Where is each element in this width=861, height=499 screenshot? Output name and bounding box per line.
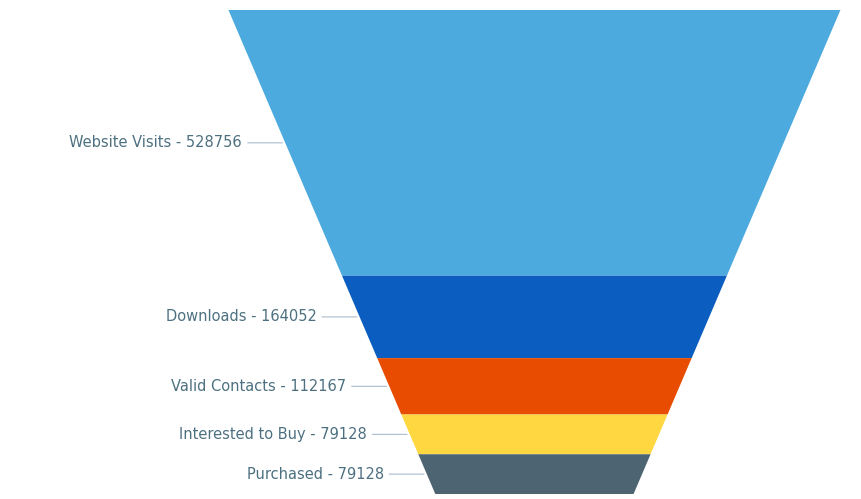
Polygon shape [401,415,666,454]
Text: Website Visits - 528756: Website Visits - 528756 [70,135,282,150]
Polygon shape [228,10,839,275]
Text: Downloads - 164052: Downloads - 164052 [165,309,356,324]
Polygon shape [418,454,650,494]
Polygon shape [342,275,726,358]
Text: Valid Contacts - 112167: Valid Contacts - 112167 [170,379,386,394]
Polygon shape [377,358,691,415]
Text: Interested to Buy - 79128: Interested to Buy - 79128 [179,427,406,442]
Text: Purchased - 79128: Purchased - 79128 [246,467,424,482]
